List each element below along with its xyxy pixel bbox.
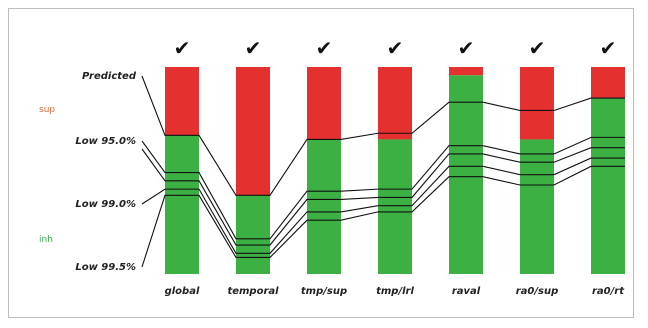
category-label-2: tmp/sup: [301, 286, 347, 297]
bar-green-3: [378, 139, 412, 274]
bar-red-3: [378, 67, 412, 140]
bar-green-5: [520, 139, 554, 274]
bar-green-6: [591, 98, 625, 274]
category-label-3: tmp/lrl: [376, 286, 414, 297]
level-label-2: Low 99.0%: [75, 199, 136, 210]
side-label-green: inh: [39, 235, 53, 245]
bar-green-0: [165, 135, 199, 274]
check-mark-5: ✔: [529, 36, 546, 60]
level-line-2: [141, 147, 625, 246]
chart-frame: ✔ ✔ ✔ ✔ ✔ ✔ ✔ global temporal tmp/sup tmp/lrl raval…: [8, 8, 634, 318]
level-line-0: [141, 75, 625, 196]
bar-red-4: [449, 67, 483, 76]
bar-red-5: [520, 67, 554, 140]
category-label-5: ra0/sup: [516, 286, 559, 297]
bar-red-6: [591, 67, 625, 99]
level-line-3: [141, 157, 625, 254]
level-label-1: Low 95.0%: [75, 136, 136, 147]
bar-green-4: [449, 75, 483, 274]
category-label-1: temporal: [227, 286, 279, 297]
bar-red-1: [236, 67, 270, 196]
check-mark-0: ✔: [174, 36, 191, 60]
check-mark-6: ✔: [600, 36, 617, 60]
category-label-4: raval: [452, 286, 481, 297]
category-label-0: global: [165, 286, 200, 297]
side-label-red: sup: [39, 105, 55, 115]
stacked-bar-chart: ✔ ✔ ✔ ✔ ✔ ✔ ✔ global temporal tmp/sup tmp/lrl raval…: [39, 36, 625, 297]
check-mark-3: ✔: [387, 36, 404, 60]
check-mark-1: ✔: [245, 36, 262, 60]
level-label-0: Predicted: [82, 71, 137, 82]
bar-red-2: [307, 67, 341, 140]
check-mark-4: ✔: [458, 36, 475, 60]
level-label-3: Low 99.5%: [75, 262, 136, 273]
bar-red-0: [165, 67, 199, 136]
level-line-4: [141, 165, 625, 268]
level-line-1: [141, 136, 625, 240]
bar-green-2: [307, 139, 341, 274]
bar-green-1: [236, 195, 270, 274]
check-mark-2: ✔: [316, 36, 333, 60]
category-label-6: ra0/rt: [592, 286, 625, 297]
